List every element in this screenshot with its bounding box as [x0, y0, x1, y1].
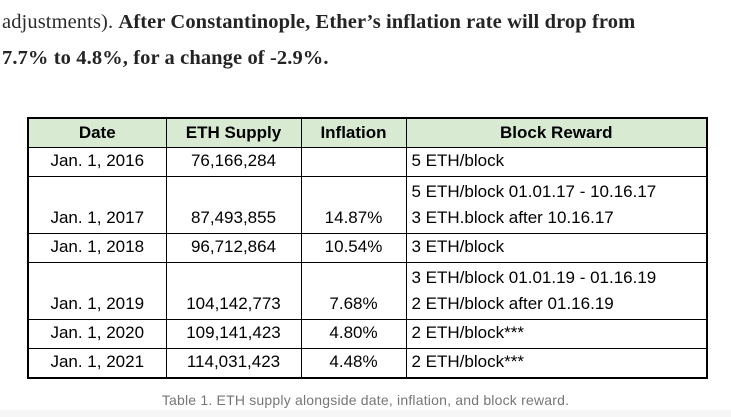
table-header-row: Date ETH Supply Inflation Block Reward	[27, 117, 708, 148]
reward-line: 3 ETH/block 01.01.19 - 01.16.19	[411, 267, 657, 287]
cell-reward: 5 ETH/block 01.01.17 - 10.16.17 3 ETH.blo…	[405, 175, 708, 234]
cell-inflation: 14.87%	[300, 175, 407, 234]
header-block-reward: Block Reward	[405, 117, 708, 148]
cell-inflation	[300, 146, 407, 177]
table-row: Jan. 1, 2019 104,142,773 7.68% 3 ETH/block …	[27, 261, 708, 320]
cell-date: Jan. 1, 2016	[27, 146, 167, 177]
reward-line: 2 ETH/block***	[411, 322, 524, 342]
cell-supply: 76,166,284	[165, 146, 302, 177]
paragraph-bold-text-line2: 7.7% to 4.8%, for a change of -2.9%.	[2, 47, 329, 69]
cell-supply: 87,493,855	[165, 175, 302, 234]
paragraph-line-2: 7.7% to 4.8%, for a change of -2.9%.	[2, 40, 726, 76]
header-date: Date	[27, 117, 167, 148]
cell-inflation: 4.48%	[300, 347, 407, 378]
cell-reward: 2 ETH/block***	[405, 318, 708, 349]
reward-line: 3 ETH/block	[411, 236, 505, 256]
cell-date: Jan. 1, 2020	[27, 318, 167, 349]
cell-date: Jan. 1, 2017	[27, 175, 167, 234]
table-caption: Table 1. ETH supply alongside date, infl…	[161, 392, 570, 408]
bottom-edge-strip	[0, 410, 731, 417]
cell-supply: 96,712,864	[165, 232, 302, 263]
article-paragraph: adjustments). After Constantinople, Ethe…	[2, 4, 726, 76]
header-inflation: Inflation	[300, 117, 407, 148]
header-eth-supply: ETH Supply	[165, 117, 302, 148]
table-row: Jan. 1, 2021 114,031,423 4.48% 2 ETH/block*…	[27, 347, 708, 378]
paragraph-bold-text-line1: After Constantinople, Ether’s inflation …	[118, 11, 636, 33]
cell-date: Jan. 1, 2019	[27, 261, 167, 320]
cell-date: Jan. 1, 2021	[27, 347, 167, 378]
cell-inflation: 7.68%	[300, 261, 407, 320]
cell-supply: 114,031,423	[165, 347, 302, 378]
reward-line: 3 ETH.block after 10.16.17	[411, 207, 614, 227]
table-row: Jan. 1, 2018 96,712,864 10.54% 3 ETH/block	[27, 232, 708, 263]
cell-supply: 109,141,423	[165, 318, 302, 349]
cell-inflation: 10.54%	[300, 232, 407, 263]
table-row: Jan. 1, 2016 76,166,284 5 ETH/block	[27, 146, 708, 177]
table-header: Date ETH Supply Inflation Block Reward	[27, 117, 708, 148]
reward-line: 5 ETH/block 01.01.17 - 10.16.17	[411, 181, 657, 201]
eth-supply-table: Date ETH Supply Inflation Block Reward J…	[27, 117, 708, 379]
reward-line: 2 ETH/block***	[411, 351, 524, 371]
reward-line: 2 ETH/block after 01.16.19	[411, 293, 614, 313]
table-body: Jan. 1, 2016 76,166,284 5 ETH/block Jan. 1,…	[27, 146, 708, 378]
cell-reward: 2 ETH/block***	[405, 347, 708, 378]
table-row: Jan. 1, 2020 109,141,423 4.80% 2 ETH/block*…	[27, 318, 708, 349]
cell-reward: 3 ETH/block	[405, 232, 708, 263]
cell-supply: 104,142,773	[165, 261, 302, 320]
cell-inflation: 4.80%	[300, 318, 407, 349]
table-row: Jan. 1, 2017 87,493,855 14.87% 5 ETH/block …	[27, 175, 708, 234]
cell-reward: 3 ETH/block 01.01.19 - 01.16.19 2 ETH/blo…	[405, 261, 708, 320]
paragraph-line-1: adjustments). After Constantinople, Ethe…	[2, 4, 726, 40]
paragraph-regular-text: adjustments).	[2, 11, 119, 33]
cell-date: Jan. 1, 2018	[27, 232, 167, 263]
cell-reward: 5 ETH/block	[405, 146, 708, 177]
reward-line: 5 ETH/block	[411, 150, 505, 170]
